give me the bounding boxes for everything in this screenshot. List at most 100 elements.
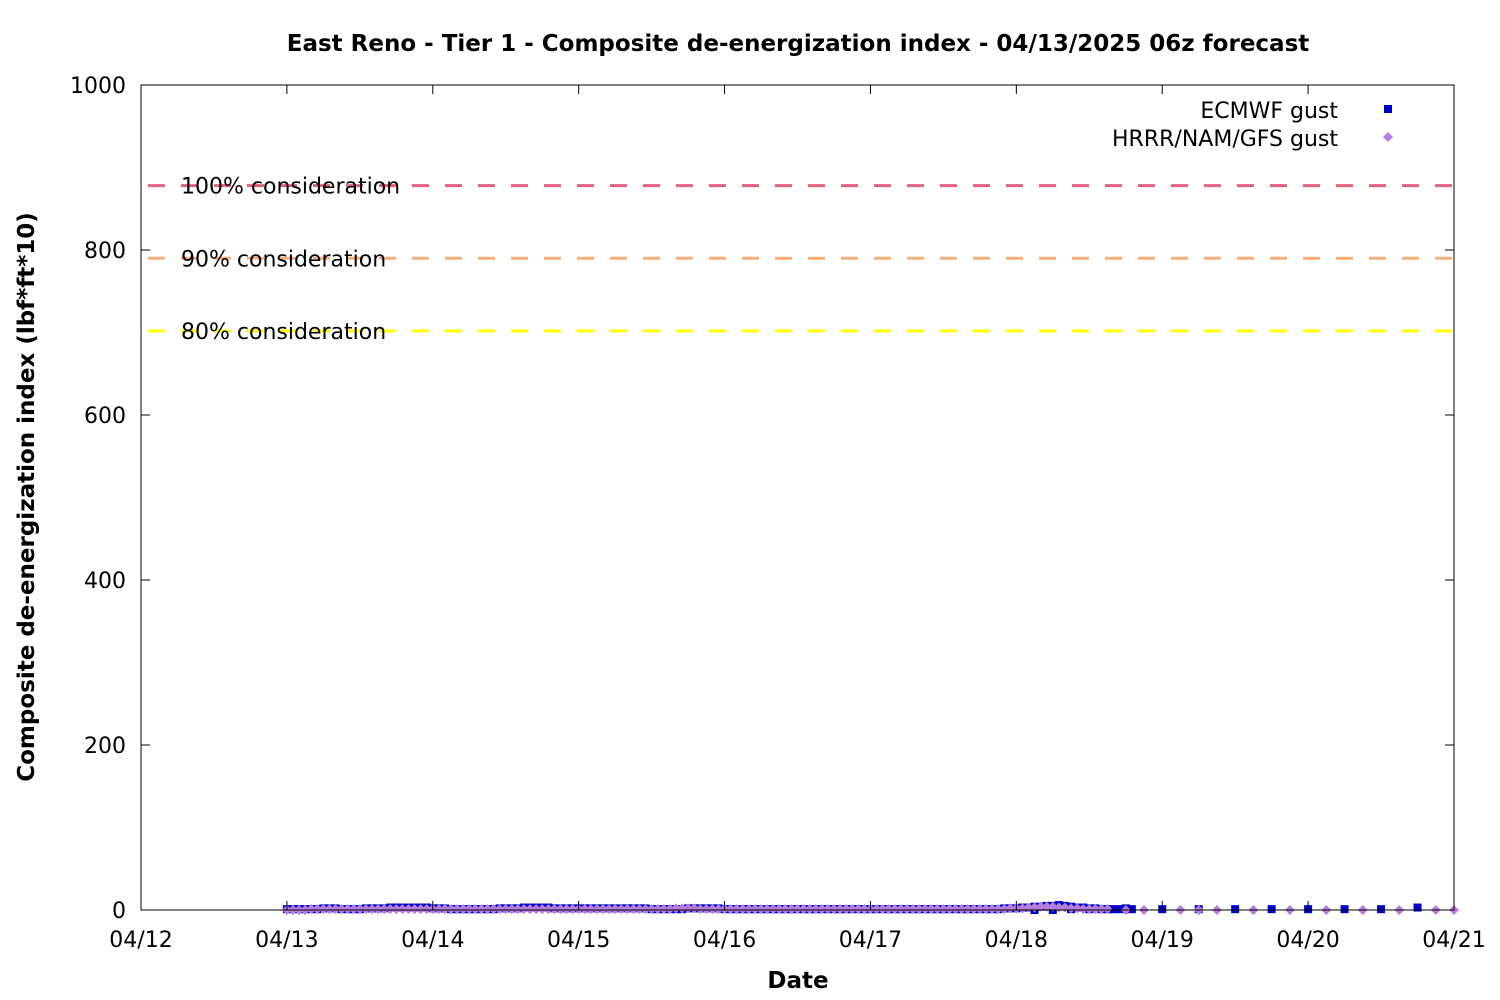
data-point-diamond — [841, 904, 852, 915]
data-point-diamond — [993, 904, 1004, 915]
data-point-diamond — [780, 904, 791, 915]
y-axis-label: Composite de-energization index (lbf*ft*… — [14, 212, 40, 782]
data-point-diamond — [610, 904, 621, 915]
data-point-diamond — [974, 904, 985, 915]
data-point-diamond — [731, 904, 742, 915]
data-point-diamond — [707, 904, 718, 915]
data-point-diamond — [743, 904, 754, 915]
data-point-diamond — [500, 904, 511, 915]
legend-label-hrrr: HRRR/NAM/GFS gust — [1112, 127, 1338, 152]
data-point-diamond — [452, 904, 463, 915]
data-point-diamond — [561, 904, 572, 915]
y-tick-label: 200 — [84, 734, 126, 759]
data-point-diamond — [889, 904, 900, 915]
data-point-square — [1377, 905, 1386, 914]
reference-labels: 100% consideration 90% consideration 80% c… — [181, 175, 400, 345]
data-point-diamond — [683, 903, 694, 914]
data-point-diamond — [938, 904, 949, 915]
data-point-diamond — [944, 904, 955, 915]
data-point-diamond — [1102, 904, 1113, 915]
x-tick-label: 04/15 — [547, 928, 610, 953]
legend-marker-ecmwf — [1384, 105, 1392, 113]
data-point-diamond — [701, 904, 712, 915]
data-point-diamond — [318, 904, 329, 915]
y-tick-label: 600 — [84, 404, 126, 429]
data-point-square — [1267, 905, 1276, 914]
data-point-diamond — [677, 903, 688, 914]
x-tick-label: 04/14 — [401, 928, 464, 953]
data-point-diamond — [999, 904, 1010, 915]
x-axis-label: Date — [767, 968, 828, 994]
data-point-diamond — [439, 904, 450, 915]
x-tick-label: 04/18 — [985, 928, 1048, 953]
data-point-diamond — [342, 904, 353, 915]
data-point-diamond — [756, 904, 767, 915]
data-point-diamond — [494, 904, 505, 915]
data-point-diamond — [810, 904, 821, 915]
data-point-diamond — [366, 904, 377, 915]
data-point-diamond — [336, 904, 347, 915]
data-point-diamond — [1041, 901, 1052, 912]
data-point-diamond — [695, 904, 706, 915]
data-point-diamond — [543, 904, 554, 915]
data-point-diamond — [859, 904, 870, 915]
data-point-diamond — [549, 904, 560, 915]
data-point-diamond — [932, 904, 943, 915]
data-point-diamond — [464, 904, 475, 915]
data-point-diamond — [987, 904, 998, 915]
x-axis-ticks: 04/12 04/13 04/14 04/15 04/16 04/17 04/18 04/19… — [109, 85, 1486, 953]
data-point-diamond — [816, 904, 827, 915]
data-point-diamond — [713, 904, 724, 915]
data-point-square — [1127, 905, 1136, 914]
data-point-diamond — [883, 904, 894, 915]
data-point-diamond — [646, 904, 657, 915]
data-point-diamond — [409, 904, 420, 915]
reference-lines — [141, 184, 1454, 333]
data-point-diamond — [482, 904, 493, 915]
data-point-diamond — [470, 904, 481, 915]
data-point-diamond — [907, 904, 918, 915]
data-point-diamond — [847, 904, 858, 915]
x-tick-label: 04/13 — [255, 928, 318, 953]
data-point-diamond — [853, 904, 864, 915]
data-point-square — [1340, 905, 1349, 914]
data-point-diamond — [962, 904, 973, 915]
reference-line-label: 80% consideration — [181, 320, 386, 345]
legend-label-ecmwf: ECMWF gust — [1200, 99, 1338, 124]
data-point-square — [1115, 905, 1124, 914]
data-point-diamond — [628, 904, 639, 915]
data-point-diamond — [446, 904, 457, 915]
data-point-square — [1109, 905, 1118, 914]
data-point-diamond — [895, 904, 906, 915]
data-point-diamond — [306, 904, 317, 915]
data-point-diamond — [379, 904, 390, 915]
data-point-diamond — [397, 904, 408, 915]
data-point-diamond — [531, 904, 542, 915]
data-point-diamond — [597, 904, 608, 915]
data-point-diamond — [433, 904, 444, 915]
data-point-diamond — [1084, 904, 1095, 915]
data-point-diamond — [877, 904, 888, 915]
data-point-diamond — [670, 903, 681, 914]
data-point-square — [1413, 903, 1422, 912]
data-point-diamond — [920, 904, 931, 915]
data-point-diamond — [926, 904, 937, 915]
y-tick-label: 400 — [84, 569, 126, 594]
data-point-diamond — [871, 904, 882, 915]
chart-title: East Reno - Tier 1 - Composite de-energi… — [287, 31, 1310, 57]
data-point-diamond — [664, 904, 675, 915]
series-1 — [281, 901, 1459, 915]
data-point-diamond — [591, 904, 602, 915]
data-point-diamond — [980, 904, 991, 915]
data-point-diamond — [1090, 904, 1101, 915]
data-point-diamond — [634, 904, 645, 915]
reference-line-label: 90% consideration — [181, 247, 386, 272]
data-point-diamond — [968, 904, 979, 915]
data-point-diamond — [762, 904, 773, 915]
data-point-diamond — [901, 904, 912, 915]
data-point-diamond — [792, 904, 803, 915]
data-point-diamond — [391, 904, 402, 915]
x-tick-label: 04/21 — [1422, 928, 1485, 953]
data-point-diamond — [1066, 903, 1077, 914]
